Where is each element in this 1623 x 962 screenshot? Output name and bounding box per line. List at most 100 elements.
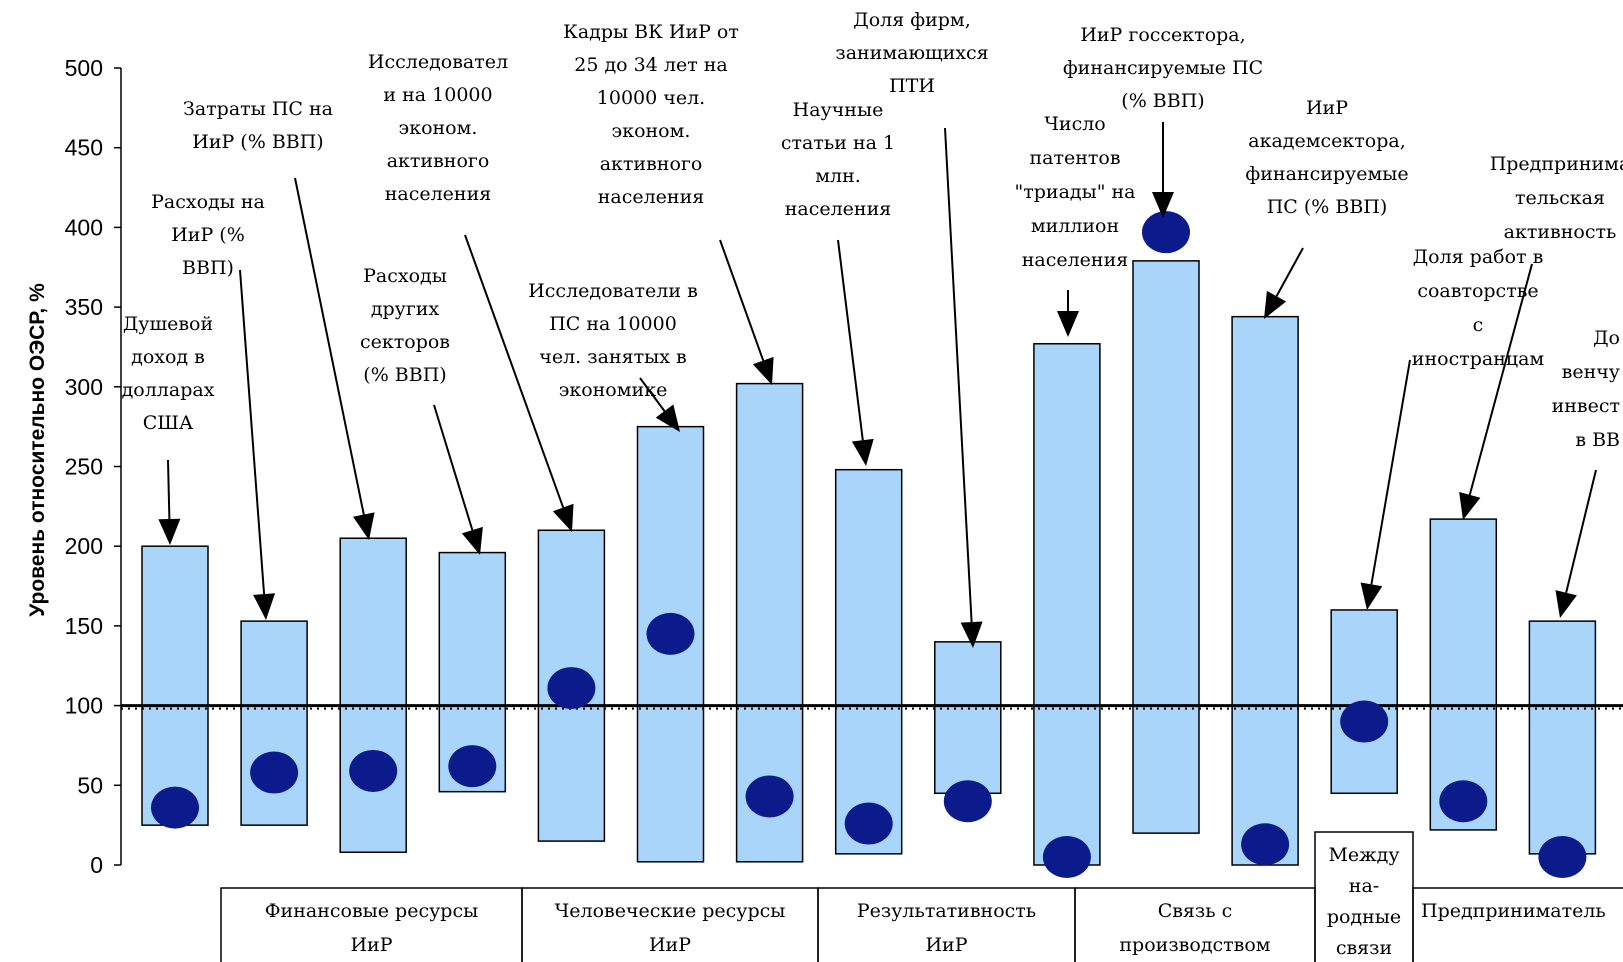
- annotation-line: Кадры ВК ИиР от: [563, 21, 739, 43]
- annotation-arrow: [719, 239, 774, 385]
- annotation-line: ПС на 10000: [549, 313, 677, 335]
- annotation-line: финансируемые ПС: [1063, 57, 1263, 79]
- annotation-line: экономике: [559, 379, 668, 401]
- annotation-line: в ВВ: [1575, 429, 1620, 451]
- annotation-line: населения: [1022, 249, 1129, 271]
- marker-point: [250, 751, 299, 794]
- annotation-line: активность: [1504, 221, 1617, 243]
- annotation-line: "триады" на: [1015, 181, 1136, 203]
- annotation-line: (% ВВП): [363, 364, 446, 386]
- marker-point: [745, 775, 794, 818]
- y-tick-label: 150: [65, 613, 103, 639]
- annotation-line: ИиР: [1306, 97, 1348, 119]
- annotation-line: инвест: [1552, 395, 1620, 417]
- marker-point: [448, 745, 497, 788]
- group-label: родные: [1327, 906, 1401, 928]
- group-label: ИиР: [925, 934, 967, 956]
- annotation-line: млн.: [815, 165, 861, 187]
- annotation-line: других: [371, 298, 440, 320]
- annotation-line: и на 10000: [383, 84, 492, 106]
- annotation-line: Душевой: [123, 313, 213, 335]
- group-label: Между: [1328, 844, 1399, 866]
- group-label: связи: [1336, 937, 1392, 959]
- annotation-line: Затраты ПС на: [183, 98, 333, 120]
- annotation-arrow: [1057, 290, 1079, 337]
- annotation-line: секторов: [360, 331, 450, 353]
- annotation-line: соавторстве: [1417, 280, 1538, 302]
- group-label: на-: [1349, 875, 1379, 897]
- bar: [240, 620, 308, 826]
- marker-point: [151, 786, 199, 829]
- annotation-line: Научные: [793, 99, 884, 121]
- annotation-line: ПТИ: [889, 75, 935, 97]
- y-tick-label: 500: [65, 55, 103, 81]
- annotation-line: венчу: [1562, 361, 1620, 383]
- annotation-line: населения: [785, 198, 892, 220]
- annotation-line: финансируемые: [1245, 163, 1408, 185]
- group-table: Финансовые ресурсы ИиР Человеческие ресурс…: [220, 831, 1623, 962]
- annotation-arrow: [294, 177, 375, 540]
- annotation-arrow: [1264, 247, 1304, 319]
- annotation-line: с: [1473, 314, 1484, 336]
- annotation-line: Доля фирм,: [853, 9, 971, 31]
- marker-point: [349, 749, 398, 792]
- bar: [1528, 620, 1597, 855]
- y-tick-label: 100: [65, 693, 103, 719]
- annotation-line: миллион: [1031, 215, 1119, 237]
- bars: [141, 260, 1597, 866]
- group-label: Результативность: [857, 900, 1036, 922]
- group-cell: [1412, 887, 1623, 962]
- bar: [934, 641, 1002, 795]
- marker-point: [1241, 823, 1290, 866]
- annotation-line: эконом.: [399, 117, 478, 139]
- y-tick-label: 200: [65, 533, 103, 559]
- annotation-line: США: [143, 412, 194, 434]
- marker-point: [1042, 836, 1091, 879]
- y-tick-label: 300: [65, 374, 103, 400]
- annotation-arrows: [158, 122, 1597, 648]
- annotation-line: иностранцам: [1412, 348, 1545, 370]
- marker-point: [1439, 780, 1488, 823]
- annotation-line: 10000 чел.: [597, 87, 705, 109]
- annotation-line: ИиР (% ВВП): [192, 131, 323, 153]
- annotation-line: академсектора,: [1248, 130, 1406, 152]
- group-label: Связь с: [1158, 900, 1233, 922]
- bar: [141, 545, 209, 826]
- y-axis-label: Уровень относительно ОЭСР, %: [26, 283, 49, 617]
- annotation-line: чел. занятых в: [539, 346, 686, 368]
- annotation-arrow: [1555, 469, 1597, 618]
- annotation-line: ВВП): [182, 257, 234, 279]
- marker-point: [1142, 211, 1190, 254]
- marker-point: [844, 802, 893, 845]
- annotation-arrow: [464, 234, 574, 532]
- group-label: Человеческие ресурсы: [555, 900, 786, 922]
- y-tick-label: 50: [77, 772, 103, 798]
- annotation-line: ИиР (%: [171, 224, 245, 246]
- annotations: Душевой доход в долларах США Расходы на ИиР (…: [122, 9, 1623, 451]
- annotation-line: Расходы на: [151, 191, 265, 213]
- annotation-line: (% ВВП): [1121, 90, 1204, 112]
- annotation-line: активного: [600, 153, 703, 175]
- group-label: производством: [1119, 934, 1270, 956]
- annotation-line: долларах: [122, 379, 215, 401]
- annotation-arrow: [1152, 122, 1174, 218]
- marker-point: [1538, 836, 1587, 879]
- annotation-line: 25 до 34 лет на: [574, 54, 727, 76]
- y-axis: 0 50 100 150 200 250 300 350 400 450 500: [65, 55, 122, 878]
- annotation-line: доход в: [131, 346, 205, 368]
- y-tick-label: 350: [65, 294, 103, 320]
- y-tick-label: 450: [65, 135, 103, 161]
- annotation-arrow: [944, 127, 983, 648]
- annotation-arrow: [837, 239, 874, 466]
- annotation-arrow: [1360, 359, 1411, 610]
- y-tick-label: 400: [65, 214, 103, 240]
- annotation-arrow: [158, 459, 181, 545]
- annotation-line: населения: [385, 183, 492, 205]
- group-label: ИиР: [350, 934, 392, 956]
- annotation-arrow: [639, 377, 680, 432]
- annotation-line: Исследовател: [368, 51, 508, 73]
- group-label: Предприниматель: [1421, 900, 1606, 922]
- annotation-line: Доля работ в: [1413, 246, 1544, 268]
- marker-point: [1340, 700, 1389, 743]
